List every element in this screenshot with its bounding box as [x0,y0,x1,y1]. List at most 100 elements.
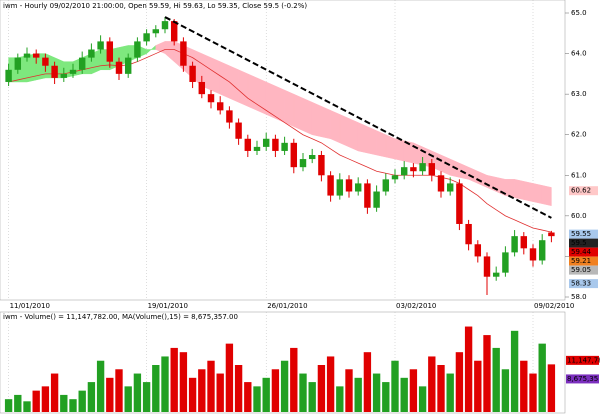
volume-bar [492,347,500,412]
price-marker-label: 59.44 [571,248,592,256]
cloud-segment [385,134,396,160]
candle-body [538,240,546,261]
cloud-segment [219,61,230,99]
volume-bar [382,382,390,412]
price-marker [569,247,598,257]
candle-body [483,256,491,277]
y-tick-label: 63.0 [571,90,587,98]
cloud-segment [541,185,552,207]
candle-body [354,183,362,192]
price-marker-label: 60.62 [571,187,591,195]
candle-body [226,110,233,123]
volume-bar [124,386,132,412]
volume-bar [170,347,178,412]
candle-body [115,61,123,74]
volume-bar [474,360,482,412]
price-marker [569,238,598,248]
x-tick-label: 09/02/2010 [534,302,574,310]
volume-bar [326,356,335,412]
volume-bar [262,377,270,412]
cloud-segment [376,130,387,158]
cloud-segment [357,122,368,154]
candle-body [410,167,417,172]
price-marker [569,229,598,239]
candle-body [134,41,141,58]
cloud-segment [505,179,515,198]
cloud-segment [348,118,359,152]
cloud-segment [532,183,543,204]
candle-body [290,142,298,168]
candle-body [207,94,215,103]
volume-bar [87,382,96,412]
cloud-segment [330,109,341,144]
cloud-segment [247,73,258,111]
cloud-segment [293,93,304,132]
price-marker [569,279,598,289]
cloud-segment [523,181,534,202]
volume-bar [510,330,519,412]
volume-bar [529,373,537,412]
y-tick-label: 62.0 [571,131,587,139]
candle-body [382,179,390,192]
cloud-segment [367,126,377,156]
candle-body [272,138,279,151]
candle-body [465,223,472,245]
volume-bar [501,369,510,412]
volume-marker [566,355,599,365]
candle-body [189,65,196,82]
volume-bar [271,369,280,412]
volume-bar [391,360,399,412]
candle-body [152,29,160,34]
cloud-segment [210,57,221,95]
volume-bar [538,343,546,412]
volume-bar [78,390,86,412]
candle-body [345,179,353,192]
candle-body [23,53,31,58]
price-marker-label: 59.5 [571,239,587,247]
cloud-segment [321,105,331,140]
volume-bar [290,347,298,412]
x-tick-label: 26/01/2010 [267,302,307,310]
candle-body [143,33,150,42]
volume-bar [60,394,68,412]
candle-body [327,175,334,196]
candle-body [428,163,436,176]
cloud-segment [311,101,322,138]
candle-body [97,41,104,50]
y-tick-label: 64.0 [571,50,587,58]
price-marker-label: 59.21 [571,257,591,265]
candle-body [511,236,518,253]
candle-body [253,146,261,151]
volume-bar [547,364,556,412]
candle-body [419,163,426,172]
cloud-segment [394,138,405,162]
price-marker [569,265,598,275]
volume-bar [161,356,169,412]
candle-body [364,183,371,208]
volume-bar [23,401,31,412]
candle-body [88,49,95,58]
candle-body [216,102,224,111]
volume-bar [483,335,491,412]
volume-bar [409,369,418,412]
volume-bar [455,352,464,412]
trendline [164,16,552,219]
cloud-segment [302,97,313,136]
cloud-segment [238,69,249,107]
volume-bar [244,382,252,412]
volume-bar [50,373,59,412]
candle-body [391,175,399,180]
candle-body [373,191,380,208]
volume-bar [400,377,408,412]
volume-bar [418,386,427,412]
volume-marker-label: 8,675,35 [567,375,598,383]
price-marker [569,256,598,266]
volume-bar [299,373,307,412]
y-tick-label: 65.0 [571,9,587,17]
volume-bar [446,373,454,412]
candle-body [456,183,463,224]
candle-body [106,41,114,62]
candle-body [244,138,252,151]
y-tick-label: 60.0 [571,212,587,220]
